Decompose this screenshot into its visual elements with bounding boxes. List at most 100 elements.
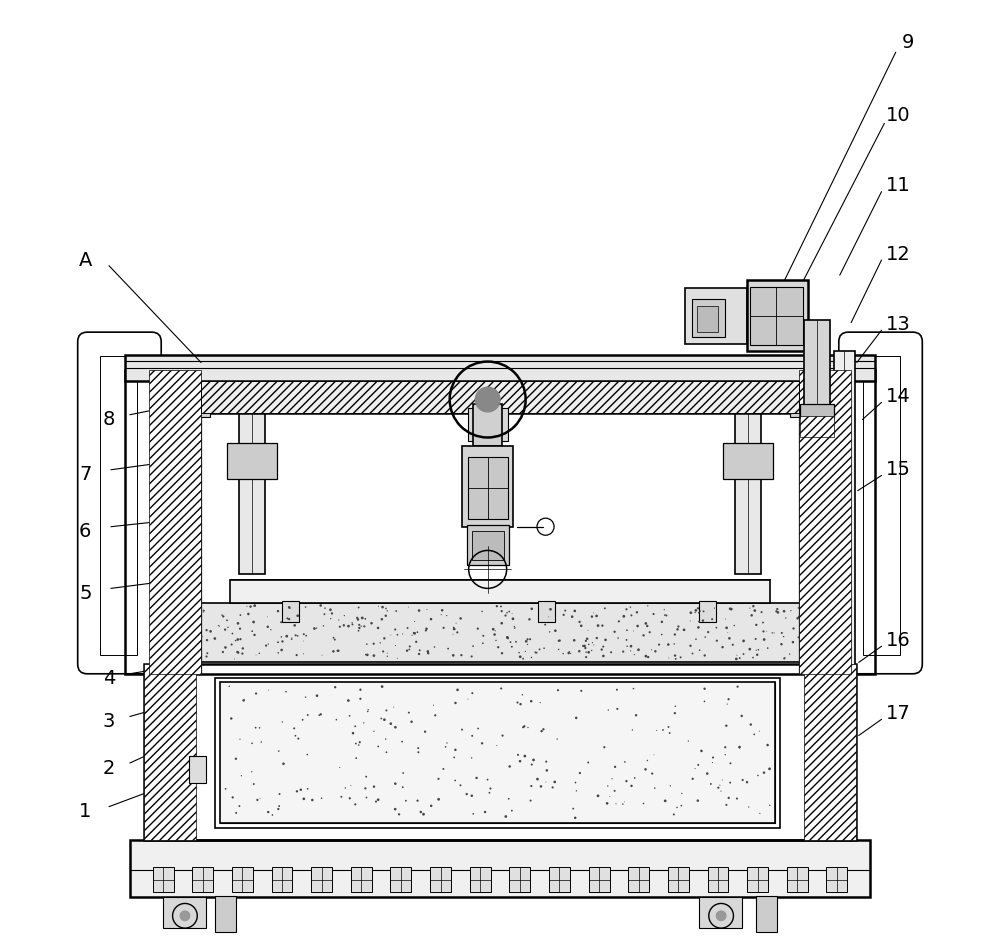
Bar xyxy=(232,867,253,892)
Point xyxy=(778,610,794,625)
Point xyxy=(644,766,660,781)
Point xyxy=(676,623,692,638)
Point xyxy=(499,605,515,621)
Text: 13: 13 xyxy=(886,315,911,334)
Text: 2: 2 xyxy=(103,759,115,778)
Point xyxy=(469,771,485,786)
Point xyxy=(584,642,600,658)
Point xyxy=(434,603,450,618)
Point xyxy=(700,624,716,640)
Point xyxy=(488,633,504,648)
Point xyxy=(228,633,244,648)
Point xyxy=(749,647,765,662)
Point xyxy=(224,626,240,642)
Point xyxy=(453,611,469,626)
Point xyxy=(746,727,762,742)
Point xyxy=(618,773,634,789)
Bar xyxy=(163,897,206,928)
Point xyxy=(536,641,552,656)
Point xyxy=(499,630,515,645)
Point xyxy=(244,623,260,639)
Bar xyxy=(153,867,174,892)
Point xyxy=(510,747,526,762)
Point xyxy=(391,807,407,822)
Point xyxy=(662,725,678,740)
Point xyxy=(625,623,641,639)
Point xyxy=(203,623,219,639)
Point xyxy=(696,694,712,709)
Point xyxy=(260,637,276,652)
Bar xyxy=(800,404,834,418)
Point xyxy=(589,608,605,623)
Point xyxy=(623,607,639,623)
Bar xyxy=(699,897,742,928)
Point xyxy=(504,606,520,622)
Point xyxy=(545,780,561,795)
Point xyxy=(359,647,375,662)
Point xyxy=(359,637,375,652)
Point xyxy=(494,616,510,631)
Point xyxy=(387,719,403,735)
Point xyxy=(295,712,311,727)
Point xyxy=(357,781,373,796)
Point xyxy=(604,772,620,787)
Point xyxy=(674,786,690,801)
Point xyxy=(539,763,555,778)
Point xyxy=(328,712,344,727)
Point xyxy=(649,723,665,738)
Point xyxy=(721,631,737,646)
Point xyxy=(399,643,415,659)
Point xyxy=(323,611,339,626)
Point xyxy=(230,616,246,631)
Point xyxy=(431,791,447,807)
Bar xyxy=(144,664,856,840)
Point xyxy=(532,695,548,710)
Bar xyxy=(173,603,827,662)
Bar xyxy=(430,867,451,892)
Point xyxy=(481,785,497,800)
Point xyxy=(630,642,646,658)
Bar xyxy=(462,446,513,527)
Point xyxy=(379,649,395,664)
Point xyxy=(376,631,392,646)
Point xyxy=(752,806,768,821)
Point xyxy=(514,687,530,702)
Point xyxy=(253,735,269,750)
Point xyxy=(667,698,683,714)
Point xyxy=(629,605,645,620)
Text: 12: 12 xyxy=(886,245,911,264)
Point xyxy=(732,739,748,754)
Point xyxy=(660,719,676,735)
Point xyxy=(748,617,764,632)
Point xyxy=(264,808,280,823)
Point xyxy=(410,793,426,809)
Point xyxy=(248,686,264,701)
Point xyxy=(183,635,199,650)
Point xyxy=(234,646,250,661)
Point xyxy=(389,627,405,642)
Point xyxy=(400,621,416,636)
Point xyxy=(259,609,275,624)
Point xyxy=(647,780,663,795)
Point xyxy=(464,751,480,766)
Point xyxy=(419,602,435,617)
Bar xyxy=(149,370,201,674)
Point xyxy=(192,632,208,647)
Point xyxy=(372,635,388,650)
Point xyxy=(342,708,358,723)
Point xyxy=(602,789,618,804)
Point xyxy=(351,737,367,753)
Bar xyxy=(787,867,808,892)
Point xyxy=(581,644,597,660)
Point xyxy=(572,614,588,629)
Point xyxy=(398,793,414,809)
Text: 8: 8 xyxy=(103,410,115,429)
Point xyxy=(366,636,382,651)
Point xyxy=(792,647,808,662)
Point xyxy=(705,750,721,765)
Point xyxy=(690,757,706,772)
Point xyxy=(214,607,230,623)
Point xyxy=(313,707,329,722)
Point xyxy=(344,615,360,630)
Bar xyxy=(189,756,206,783)
